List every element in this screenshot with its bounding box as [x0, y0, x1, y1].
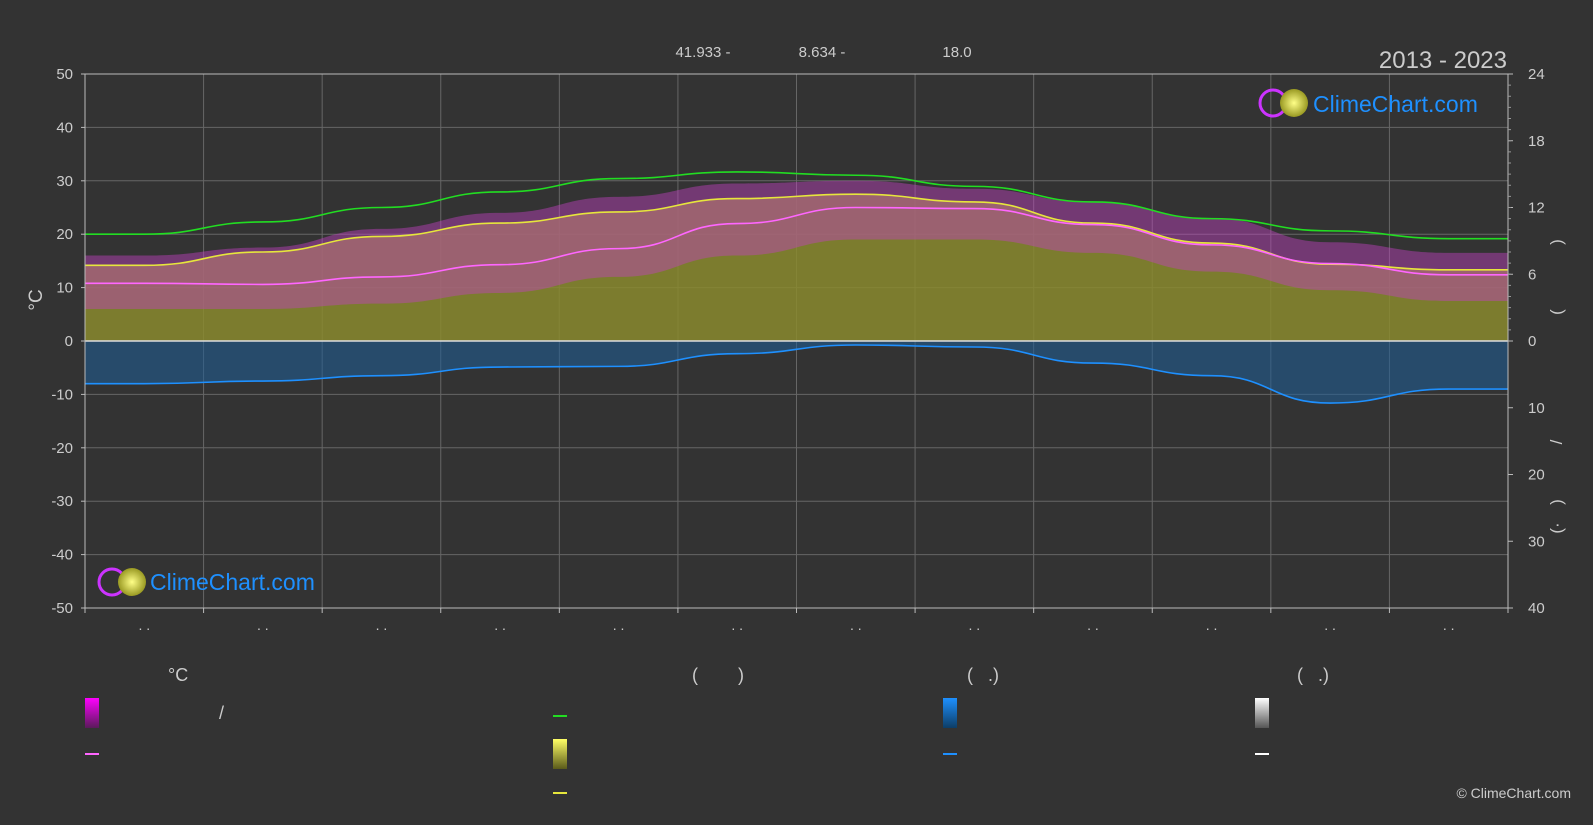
- legend-rain-title: ( .): [967, 665, 999, 685]
- precipitation-mean-line: [85, 344, 1508, 404]
- month-tick-label: . .: [969, 617, 981, 633]
- left-tick-label: 0: [65, 333, 73, 350]
- legend-snow-swatch: [1255, 698, 1269, 728]
- data-bands: [85, 180, 1508, 404]
- left-tick-label: 40: [56, 119, 73, 136]
- right-axis-label-3: /: [1547, 439, 1566, 444]
- longitude-label: 8.634 -: [799, 44, 846, 61]
- month-tick-label: . .: [257, 617, 269, 633]
- right-axis-label-5: (·: [1547, 522, 1566, 533]
- month-tick-label: . .: [1443, 617, 1455, 633]
- legend-temp-range-swatch: [85, 698, 99, 728]
- y-axis-label-left: °C: [26, 289, 47, 310]
- legend-sunshine-swatch: [553, 739, 567, 769]
- left-tick-label: -50: [51, 600, 73, 617]
- right-tick-label-sun: 18: [1528, 133, 1545, 150]
- legend-daylight-line: [553, 715, 567, 717]
- temperature-range-area: [85, 180, 1508, 309]
- left-tick-label: 10: [56, 280, 73, 297]
- sunshine-mean-line: [85, 193, 1508, 271]
- month-tick-label: . .: [613, 617, 625, 633]
- logo-sun-icon: [1280, 89, 1308, 117]
- left-tick-label: 30: [56, 173, 73, 190]
- legend-rain-swatch: [943, 698, 957, 728]
- right-tick-label-precip: 40: [1528, 600, 1545, 617]
- legend-snow-title: ( .): [1297, 665, 1329, 685]
- left-tick-label: -30: [51, 493, 73, 510]
- sunshine-area: [85, 194, 1508, 341]
- right-tick-label-sun: 12: [1528, 200, 1545, 217]
- left-tick-label: 20: [56, 226, 73, 243]
- legend-sun-title: ( ): [692, 665, 744, 685]
- right-tick-label-sun: 0: [1528, 333, 1536, 350]
- temperature-mean-line: [85, 206, 1508, 286]
- daylight-line: [85, 171, 1508, 240]
- logo-top: ClimeChart.com: [1258, 88, 1478, 118]
- month-tick-label: . .: [138, 617, 150, 633]
- legend-temp-mean-line: [85, 753, 99, 755]
- copyright: © ClimeChart.com: [1456, 785, 1571, 801]
- month-tick-label: . .: [494, 617, 506, 633]
- right-axis-label-2: (: [1547, 309, 1566, 315]
- logo-bottom: ClimeChart.com: [97, 567, 315, 597]
- axes: 50 40 30 20 10 0 -10 -20 -30 -40 -50 24 18 12 6 0 10 20 30…: [51, 66, 1544, 633]
- month-tick-label: . .: [731, 617, 743, 633]
- latitude-label: 41.933 -: [675, 44, 730, 61]
- logo-sun-icon-bottom: [118, 568, 146, 596]
- left-tick-label: -40: [51, 547, 73, 564]
- right-tick-label-precip: 10: [1528, 400, 1545, 417]
- right-tick-label-precip: 30: [1528, 533, 1545, 550]
- right-axis-label-1: ): [1547, 239, 1566, 245]
- legend-rain-mean-line: [943, 753, 957, 755]
- series-lines: [85, 171, 1508, 404]
- month-tick-label: . .: [850, 617, 862, 633]
- legend-sunshine-mean-line: [553, 792, 567, 794]
- elevation-label: 18.0: [942, 44, 971, 61]
- logo-text-bottom: ClimeChart.com: [150, 569, 315, 595]
- month-tick-label: . .: [1087, 617, 1099, 633]
- precipitation-area: [85, 341, 1508, 404]
- right-tick-label-sun: 6: [1528, 266, 1536, 283]
- left-tick-label: -10: [51, 386, 73, 403]
- month-tick-label: . .: [1206, 617, 1218, 633]
- legend-snow-mean-line: [1255, 753, 1269, 755]
- logo-text: ClimeChart.com: [1313, 91, 1478, 117]
- legend-temp-slash: /: [219, 703, 225, 723]
- right-tick-label-sun: 24: [1528, 66, 1545, 83]
- period-label: 2013 - 2023: [1379, 47, 1507, 74]
- month-tick-label: . .: [376, 617, 388, 633]
- month-tick-label: . .: [1324, 617, 1336, 633]
- right-axis-label-4: ): [1547, 499, 1566, 505]
- right-tick-label-precip: 20: [1528, 467, 1545, 484]
- left-tick-label: -20: [51, 440, 73, 457]
- legend-temp-title: °C: [168, 665, 189, 685]
- left-tick-label: 50: [56, 66, 73, 83]
